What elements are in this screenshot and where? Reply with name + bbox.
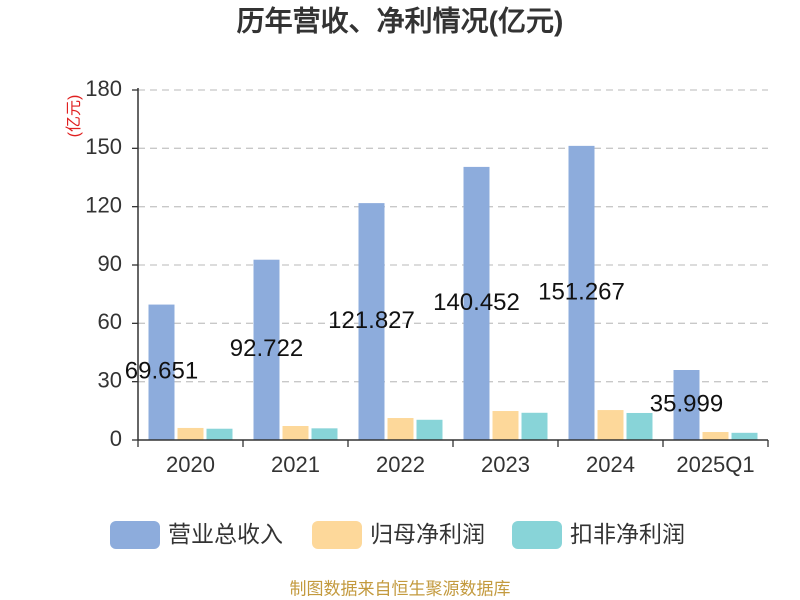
x-tick-label: 2021 <box>271 452 320 477</box>
legend-label-revenue: 营业总收入 <box>168 521 283 547</box>
legend-item-net-profit[interactable]: 归母净利润 <box>312 521 485 549</box>
gridlines <box>138 89 768 383</box>
y-tick-label: 60 <box>98 309 122 334</box>
bar-series-1-2023 <box>492 411 519 440</box>
x-tick-label: 2025Q1 <box>676 452 754 477</box>
data-label: 92.722 <box>230 335 303 362</box>
y-axis-label: (亿元) <box>65 95 83 138</box>
bar-series-2-2024 <box>626 412 653 440</box>
bar-series-1-2024 <box>597 410 624 440</box>
legend-label-net-profit: 归母净利润 <box>370 521 485 547</box>
y-tick-label: 120 <box>85 192 122 217</box>
bar-series-1-2025Q1 <box>702 432 729 440</box>
bar-series-0-2024 <box>568 145 595 440</box>
bar-series-1-2020 <box>177 427 204 440</box>
data-labels: 69.651 92.722 121.827 140.452 151.267 35.999 <box>125 278 723 417</box>
x-tick-label: 2022 <box>376 452 425 477</box>
axes: 0 30 60 90 120 150 180 2020 2021 2022 2023 2024 2025… <box>85 76 769 477</box>
bar-series-2-2020 <box>206 428 233 440</box>
x-tick-label: 2024 <box>586 452 635 477</box>
legend-label-deducted-net-profit: 扣非净利润 <box>570 521 685 547</box>
y-tick-label: 150 <box>85 134 122 159</box>
bar-series-1-2021 <box>282 426 309 440</box>
data-label: 151.267 <box>538 278 625 305</box>
legend-item-revenue[interactable]: 营业总收入 <box>110 521 283 549</box>
bar-series-2-2025Q1 <box>731 432 758 440</box>
bar-series-2-2022 <box>416 419 443 440</box>
bar-series-0-2023 <box>463 166 490 440</box>
bar-series-2-2023 <box>521 412 548 440</box>
bar-series-0-2021 <box>253 259 280 440</box>
legend-swatch-net-profit <box>312 521 362 549</box>
bar-series-0-2022 <box>358 203 385 440</box>
bar-series-1-2022 <box>387 418 414 440</box>
legend-swatch-deducted-net-profit <box>512 521 562 549</box>
source-footer: 制图数据来自恒生聚源数据库 <box>290 579 511 598</box>
data-label: 69.651 <box>125 358 198 385</box>
x-tick-label: 2020 <box>166 452 215 477</box>
chart-title: 历年营收、净利情况(亿元) <box>237 4 564 36</box>
y-tick-label: 90 <box>98 251 122 276</box>
bar-series-0-2025Q1 <box>673 370 700 440</box>
bar-series-2-2021 <box>311 428 338 440</box>
legend-swatch-revenue <box>110 521 160 549</box>
y-tick-label: 180 <box>85 76 122 101</box>
legend-item-deducted-net-profit[interactable]: 扣非净利润 <box>512 521 685 549</box>
data-label: 140.452 <box>433 289 520 316</box>
x-tick-label: 2023 <box>481 452 530 477</box>
data-label: 121.827 <box>328 307 415 334</box>
y-tick-label: 30 <box>98 367 122 392</box>
y-tick-label: 0 <box>110 426 122 451</box>
bar-series-0-2020 <box>148 304 175 440</box>
legend: 营业总收入 归母净利润 扣非净利润 <box>110 521 685 549</box>
data-label: 35.999 <box>650 390 723 417</box>
bars <box>148 145 758 440</box>
